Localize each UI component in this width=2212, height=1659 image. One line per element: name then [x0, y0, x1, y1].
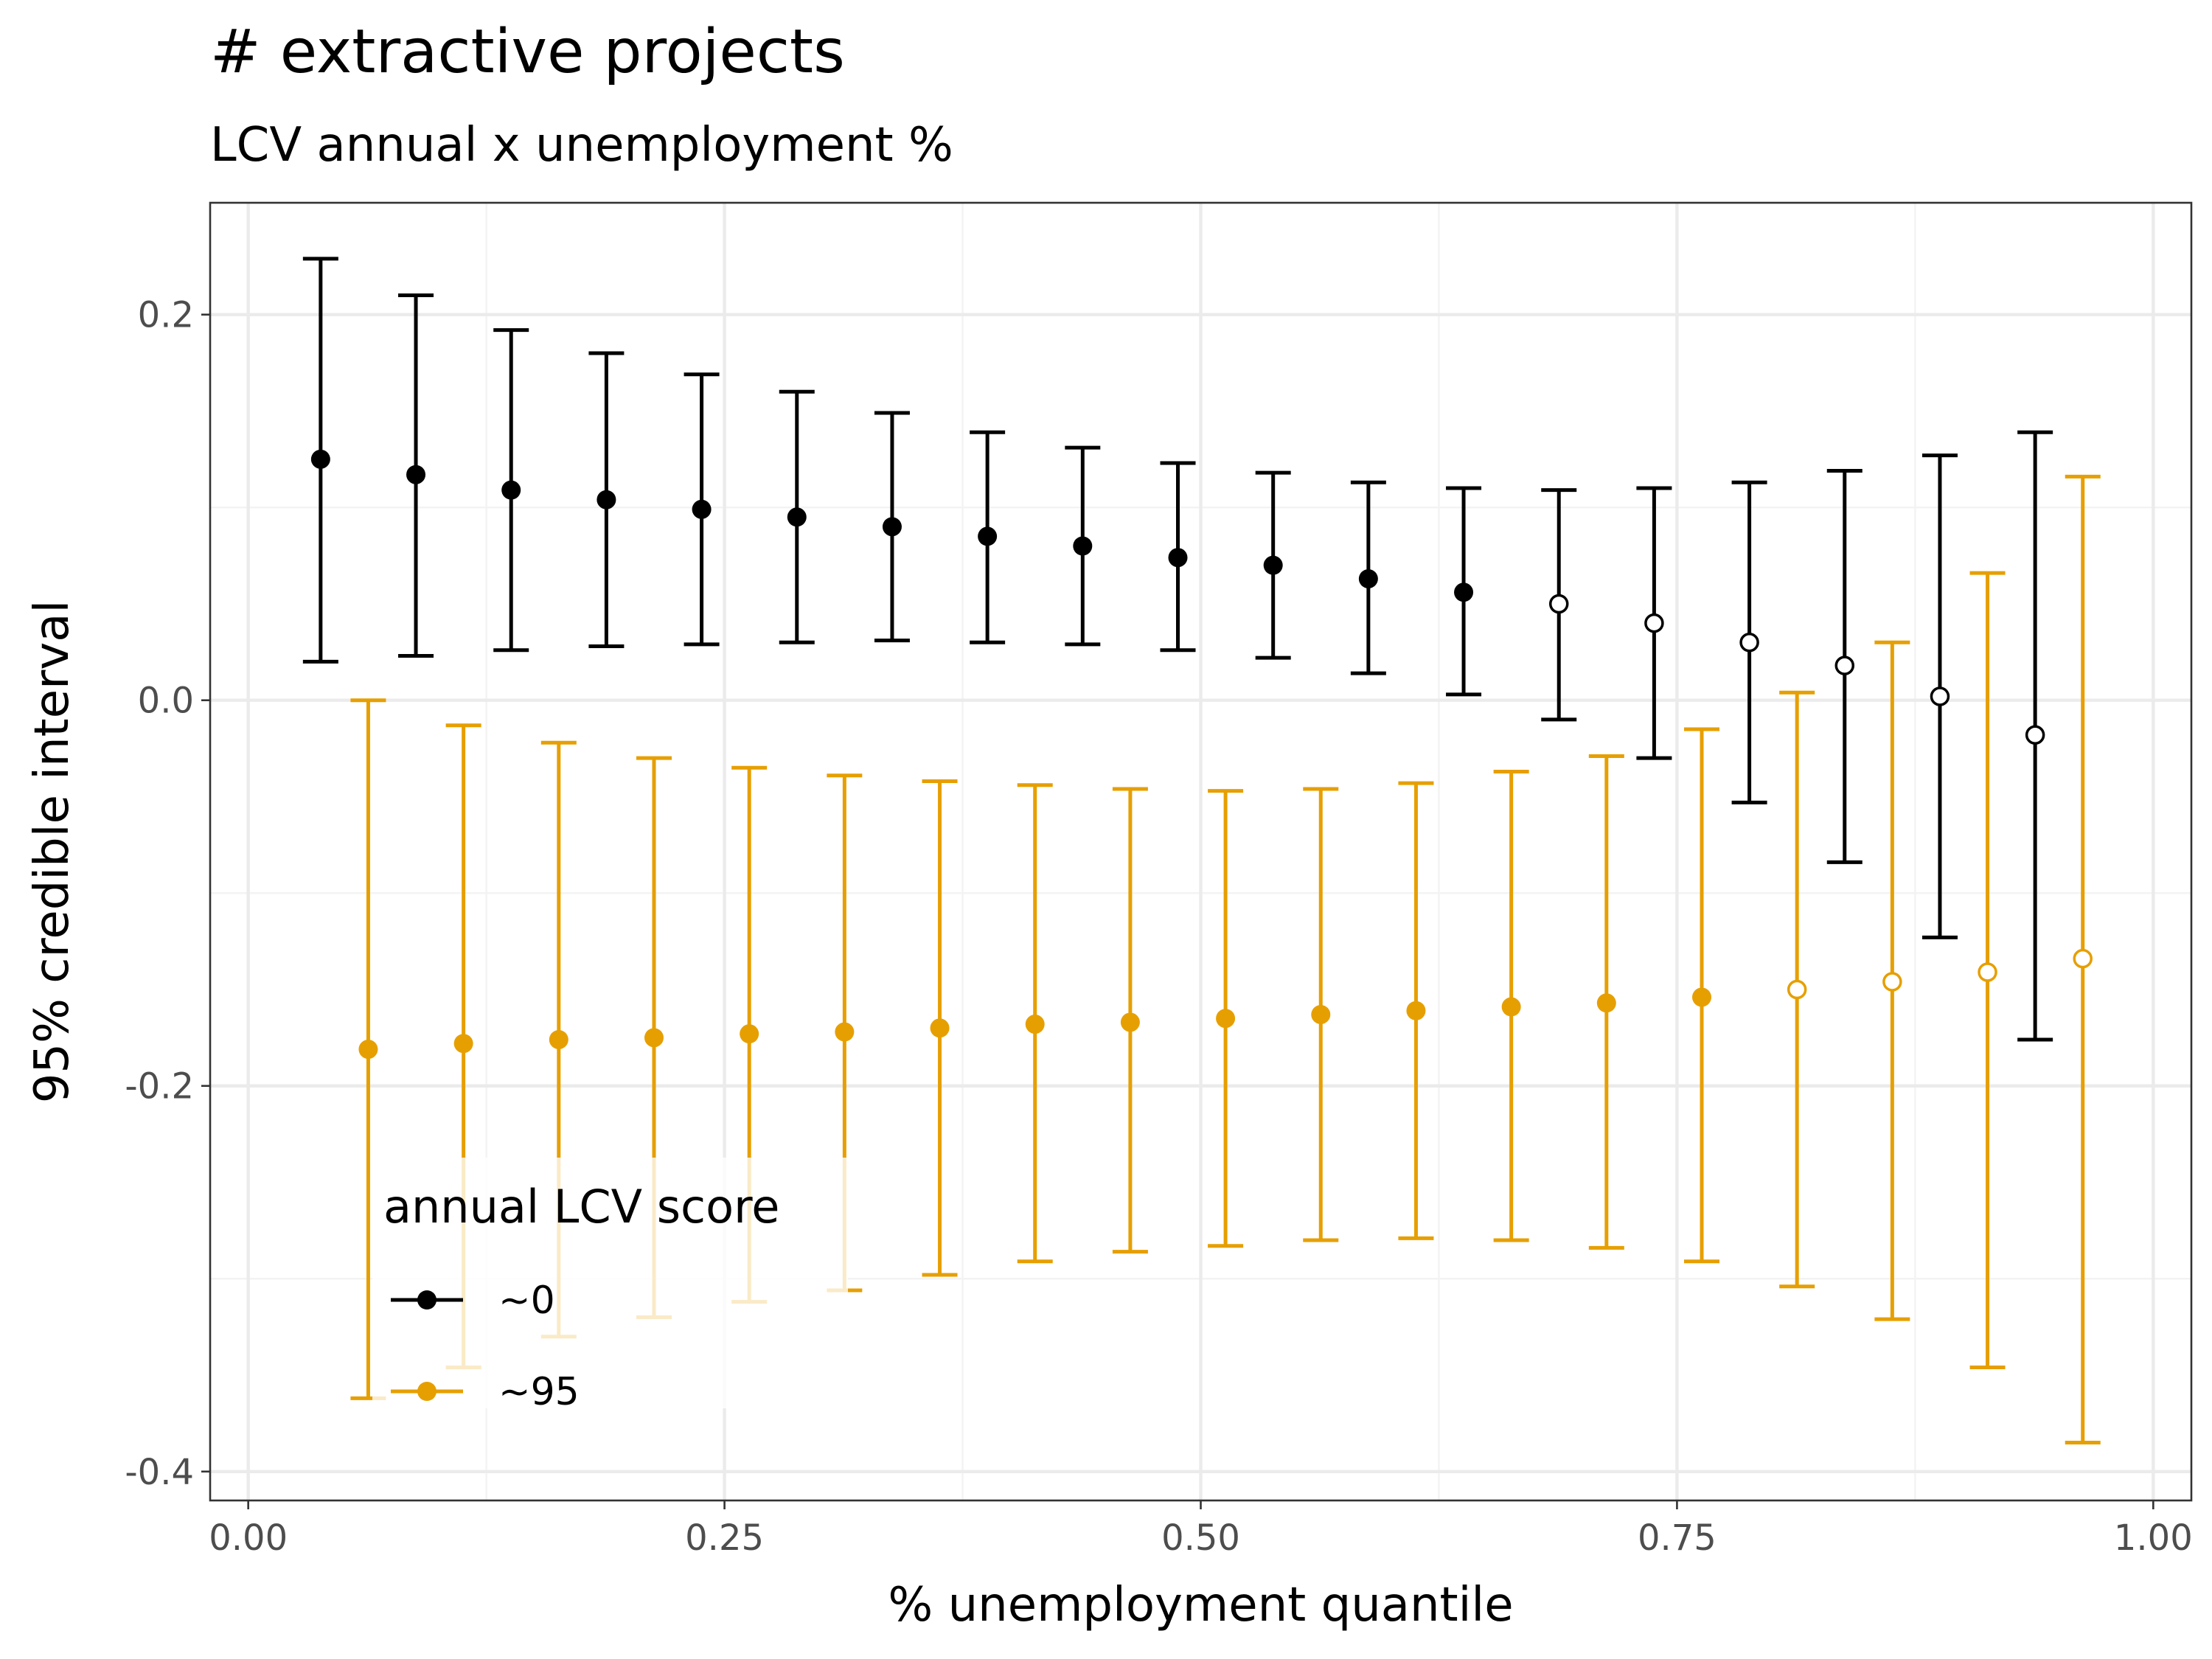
y-tick-label: -0.2: [125, 1066, 194, 1107]
point-estimate: [1454, 582, 1474, 602]
point-estimate: [1358, 568, 1378, 588]
y-tick-label: -0.4: [125, 1452, 194, 1493]
point-estimate: [1263, 555, 1283, 575]
point-estimate: [1930, 686, 1950, 706]
y-tick-label: 0.0: [138, 681, 194, 722]
point-estimate: [882, 517, 902, 537]
x-tick-label: 0.75: [1638, 1517, 1717, 1559]
point-estimate: [2025, 725, 2045, 745]
x-axis-label: % unemployment quantile: [888, 1578, 1513, 1632]
chart-title: # extractive projects: [210, 17, 845, 87]
point-estimate: [501, 480, 521, 500]
point-estimate: [597, 490, 616, 509]
point-estimate: [1073, 536, 1093, 556]
point-estimate: [406, 465, 426, 484]
y-tick-label: 0.2: [138, 295, 194, 336]
point-estimate: [1692, 987, 1712, 1007]
point-estimate: [1644, 613, 1664, 633]
point-estimate: [1596, 993, 1616, 1013]
series-1: [302, 257, 2053, 1042]
axes: 0.00 0.25 0.50 0.75 1.00 0.2 0.0 -0.2 -0.4: [125, 295, 2192, 1559]
point-estimate: [1501, 997, 1521, 1017]
legend-key-point: [417, 1290, 437, 1310]
legend-key-point: [417, 1382, 437, 1401]
legend-entries: ~0 ~95: [391, 1279, 580, 1414]
legend-background: [372, 1158, 848, 1408]
x-tick-label: 0.25: [685, 1517, 764, 1559]
chart-subtitle: LCV annual x unemployment %: [210, 118, 953, 173]
point-estimate: [1120, 1012, 1140, 1032]
legend-label: ~0: [498, 1279, 555, 1323]
point-estimate: [1311, 1004, 1331, 1024]
point-estimate: [1978, 962, 1997, 982]
x-tick-label: 0.50: [1161, 1517, 1240, 1559]
point-estimate: [549, 1029, 568, 1049]
point-estimate: [930, 1018, 950, 1038]
point-estimate: [692, 499, 712, 519]
point-estimate: [1834, 655, 1855, 675]
point-estimate: [358, 1040, 378, 1060]
point-estimate: [1882, 972, 1902, 992]
point-estimate: [2073, 948, 2093, 969]
point-estimate: [453, 1034, 473, 1054]
x-tick-label: 1.00: [2114, 1517, 2193, 1559]
series-2: [350, 474, 2101, 1445]
point-estimate: [1406, 1001, 1426, 1020]
point-estimate: [1787, 979, 1807, 1000]
point-estimate: [1548, 594, 1569, 614]
point-estimate: [835, 1022, 855, 1042]
legend-title: annual LCV score: [383, 1180, 779, 1234]
point-estimate: [644, 1028, 664, 1048]
series-layer: [302, 257, 2101, 1445]
point-estimate: [740, 1024, 759, 1044]
point-estimate: [787, 507, 807, 527]
point-estimate: [1168, 548, 1188, 568]
legend: annual LCV score ~0 ~95: [372, 1158, 848, 1414]
legend-label: ~95: [498, 1370, 580, 1414]
point-estimate: [1739, 633, 1759, 653]
point-estimate: [310, 449, 330, 469]
point-estimate: [1025, 1015, 1045, 1034]
point-estimate: [978, 526, 998, 546]
x-tick-label: 0.00: [209, 1517, 288, 1559]
point-estimate: [1216, 1009, 1236, 1029]
y-axis-label: 95% credible interval: [25, 600, 80, 1104]
